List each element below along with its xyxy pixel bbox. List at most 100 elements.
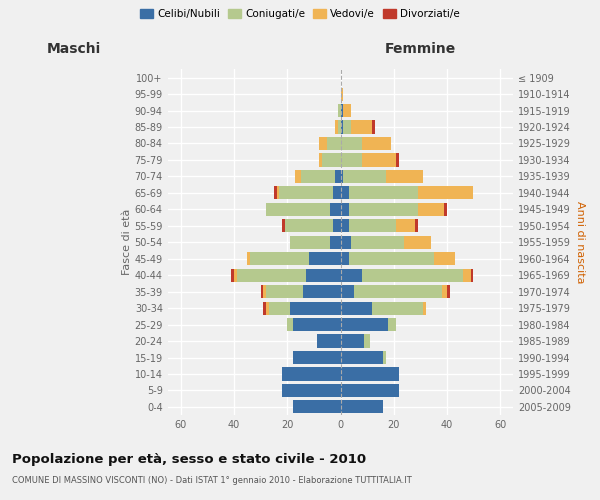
Bar	[327, 137, 341, 150]
Bar	[364, 334, 370, 347]
Bar	[341, 334, 364, 347]
Bar	[341, 170, 343, 183]
Bar	[349, 186, 418, 200]
Bar	[341, 302, 373, 314]
Bar	[301, 170, 335, 183]
Bar	[261, 285, 263, 298]
Bar	[351, 236, 404, 249]
Bar	[338, 104, 341, 117]
Bar	[293, 351, 341, 364]
Bar	[341, 203, 349, 216]
Bar	[335, 170, 341, 183]
Bar	[308, 252, 341, 266]
Bar	[332, 219, 341, 232]
Bar	[341, 368, 399, 380]
Legend: Celibi/Nubili, Coniugati/e, Vedovi/e, Divorziati/e: Celibi/Nubili, Coniugati/e, Vedovi/e, Di…	[136, 5, 464, 24]
Bar	[330, 203, 341, 216]
Bar	[341, 268, 362, 282]
Bar	[362, 137, 391, 150]
Bar	[282, 384, 341, 397]
Bar	[341, 154, 362, 166]
Text: Popolazione per età, sesso e stato civile - 2010: Popolazione per età, sesso e stato civil…	[12, 452, 366, 466]
Bar	[287, 318, 293, 331]
Bar	[269, 302, 290, 314]
Bar	[362, 268, 463, 282]
Y-axis label: Anni di nascita: Anni di nascita	[575, 201, 585, 283]
Bar	[332, 186, 341, 200]
Bar	[263, 302, 266, 314]
Bar	[282, 368, 341, 380]
Bar	[341, 384, 399, 397]
Bar	[341, 219, 349, 232]
Bar	[338, 120, 341, 134]
Bar	[343, 104, 351, 117]
Bar	[330, 236, 341, 249]
Bar	[341, 285, 354, 298]
Bar	[434, 252, 455, 266]
Bar	[290, 236, 330, 249]
Bar	[397, 154, 399, 166]
Bar	[274, 186, 277, 200]
Bar	[322, 154, 341, 166]
Bar	[383, 351, 386, 364]
Bar	[266, 203, 330, 216]
Bar	[280, 186, 332, 200]
Bar	[303, 285, 341, 298]
Bar	[418, 203, 444, 216]
Bar	[341, 351, 383, 364]
Y-axis label: Fasce di età: Fasce di età	[122, 209, 131, 276]
Bar	[349, 219, 397, 232]
Bar	[341, 137, 362, 150]
Bar	[423, 302, 425, 314]
Bar	[341, 400, 383, 413]
Bar	[404, 236, 431, 249]
Bar	[277, 186, 280, 200]
Bar	[362, 154, 397, 166]
Bar	[341, 236, 351, 249]
Bar	[263, 285, 266, 298]
Bar	[317, 334, 341, 347]
Text: COMUNE DI MASSINO VISCONTI (NO) - Dati ISTAT 1° gennaio 2010 - Elaborazione TUTT: COMUNE DI MASSINO VISCONTI (NO) - Dati I…	[12, 476, 412, 485]
Bar	[341, 318, 388, 331]
Bar	[415, 219, 418, 232]
Text: Femmine: Femmine	[385, 42, 455, 56]
Bar	[397, 219, 415, 232]
Bar	[343, 170, 386, 183]
Bar	[341, 252, 349, 266]
Bar	[341, 120, 343, 134]
Bar	[349, 252, 434, 266]
Bar	[444, 203, 447, 216]
Bar	[290, 302, 341, 314]
Bar	[447, 285, 449, 298]
Bar	[335, 120, 338, 134]
Bar	[388, 318, 397, 331]
Bar	[266, 302, 269, 314]
Bar	[293, 318, 341, 331]
Bar	[386, 170, 423, 183]
Bar	[341, 88, 343, 101]
Bar	[266, 285, 303, 298]
Bar	[232, 268, 234, 282]
Bar	[349, 203, 418, 216]
Bar	[282, 219, 284, 232]
Bar	[373, 120, 375, 134]
Bar	[463, 268, 471, 282]
Bar	[351, 120, 373, 134]
Bar	[250, 252, 308, 266]
Bar	[293, 400, 341, 413]
Bar	[247, 252, 250, 266]
Bar	[471, 268, 473, 282]
Bar	[354, 285, 442, 298]
Bar	[306, 268, 341, 282]
Text: Maschi: Maschi	[47, 42, 101, 56]
Bar	[319, 137, 327, 150]
Bar	[295, 170, 301, 183]
Bar	[237, 268, 306, 282]
Bar	[442, 285, 447, 298]
Bar	[284, 219, 332, 232]
Bar	[341, 186, 349, 200]
Bar	[341, 104, 343, 117]
Bar	[373, 302, 423, 314]
Bar	[234, 268, 237, 282]
Bar	[319, 154, 322, 166]
